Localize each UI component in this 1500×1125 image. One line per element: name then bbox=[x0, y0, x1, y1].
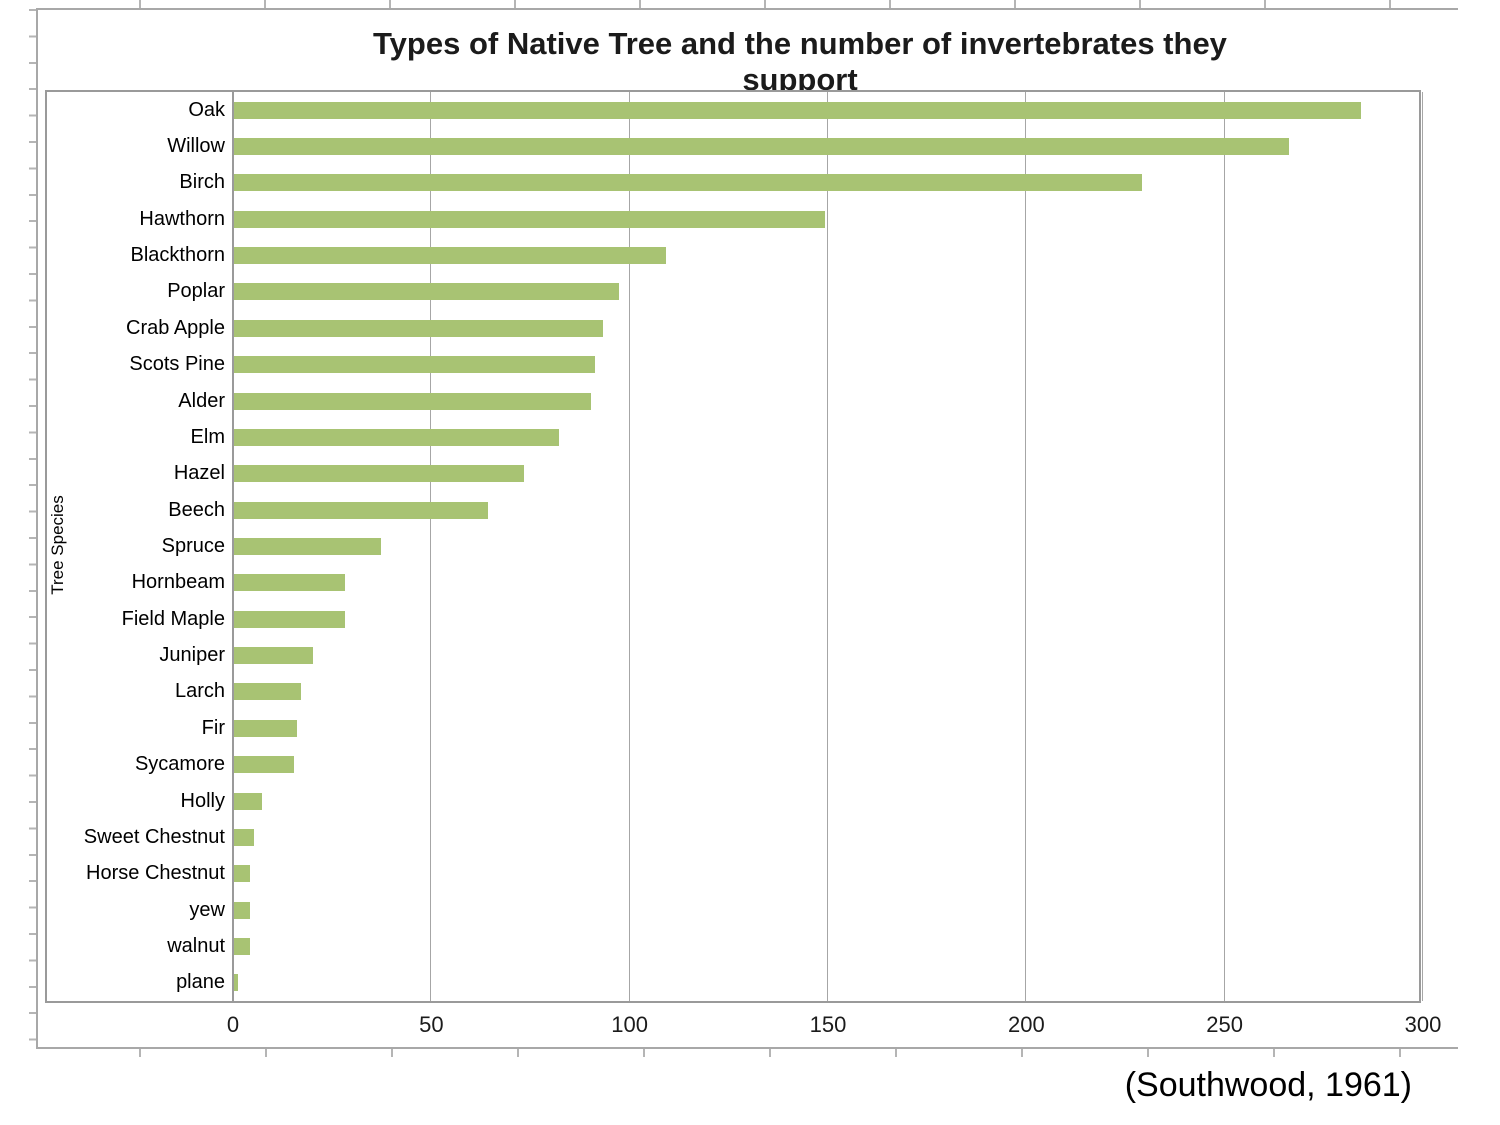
bar bbox=[234, 210, 826, 228]
bar-row-hazel: Hazel bbox=[47, 456, 1419, 492]
category-label: Birch bbox=[179, 171, 225, 194]
x-tick-label-200: 200 bbox=[1007, 1012, 1045, 1037]
category-label: Poplar bbox=[167, 280, 225, 303]
bar bbox=[234, 465, 524, 483]
frame-bottom-border bbox=[36, 1047, 1458, 1049]
bar-row-horse-chestnut: Horse Chestnut bbox=[47, 856, 1419, 892]
bar-row-elm: Elm bbox=[47, 419, 1419, 455]
category-label: Juniper bbox=[159, 644, 225, 667]
bar-row-alder: Alder bbox=[47, 383, 1419, 419]
frame-left-border bbox=[36, 8, 38, 1049]
attribution-text: (Southwood, 1961) bbox=[1124, 1066, 1412, 1104]
category-label: Hazel bbox=[173, 462, 225, 485]
bar bbox=[234, 865, 250, 883]
bar bbox=[234, 574, 346, 592]
category-label: Crab Apple bbox=[126, 316, 225, 339]
category-label: Larch bbox=[174, 680, 225, 703]
bar bbox=[234, 683, 302, 701]
frame-top-border bbox=[36, 8, 1458, 10]
bar bbox=[234, 937, 250, 955]
x-tick-label-300: 300 bbox=[1404, 1012, 1442, 1037]
gridline-x-200 bbox=[1025, 92, 1027, 1001]
category-label: Beech bbox=[168, 498, 225, 521]
frame-top-ticks bbox=[139, 0, 1401, 8]
category-label: Hornbeam bbox=[131, 571, 225, 594]
category-label: plane bbox=[176, 971, 225, 994]
bar-row-scots-pine: Scots Pine bbox=[47, 347, 1419, 383]
bar bbox=[234, 174, 1143, 192]
bar-row-birch: Birch bbox=[47, 165, 1419, 201]
category-label: Fir bbox=[201, 716, 225, 739]
category-label: Blackthorn bbox=[130, 244, 226, 267]
category-label: Oak bbox=[188, 98, 225, 121]
category-label: Hawthorn bbox=[139, 207, 225, 230]
chart-title: Types of Native Tree and the number of i… bbox=[373, 26, 1227, 97]
bar-row-larch: Larch bbox=[47, 674, 1419, 710]
category-label: Field Maple bbox=[121, 607, 225, 630]
bar bbox=[234, 537, 381, 555]
bar-row-beech: Beech bbox=[47, 492, 1419, 528]
bar-row-blackthorn: Blackthorn bbox=[47, 237, 1419, 273]
gridline-x-300 bbox=[1422, 92, 1423, 1001]
plot-area: Oak Willow Birch Hawthorn Blackthorn Poplar Cr… bbox=[45, 90, 1423, 1003]
bar-row-spruce: Spruce bbox=[47, 528, 1419, 564]
bar bbox=[234, 974, 238, 992]
gridline-x-100 bbox=[628, 92, 630, 1001]
category-label: Elm bbox=[190, 425, 225, 448]
bar bbox=[234, 901, 250, 919]
x-tick-label-0: 0 bbox=[226, 1012, 240, 1037]
bar bbox=[234, 319, 603, 337]
x-tick-label-150: 150 bbox=[809, 1012, 847, 1037]
bar-row-juniper: Juniper bbox=[47, 637, 1419, 673]
gridline-x-50 bbox=[430, 92, 432, 1001]
bar-row-hornbeam: Hornbeam bbox=[47, 565, 1419, 601]
category-label: Spruce bbox=[161, 534, 225, 557]
bar bbox=[234, 501, 488, 519]
category-label: Sweet Chestnut bbox=[83, 825, 225, 848]
bar-row-crab-apple: Crab Apple bbox=[47, 310, 1419, 346]
gridline-x-150 bbox=[827, 92, 828, 1001]
category-label: Horse Chestnut bbox=[86, 862, 225, 885]
bar bbox=[234, 356, 595, 374]
bar bbox=[234, 792, 262, 810]
x-tick-label-50: 50 bbox=[419, 1012, 444, 1037]
gridline-x-250 bbox=[1223, 92, 1225, 1001]
bar-row-holly: Holly bbox=[47, 783, 1419, 819]
category-label: Scots Pine bbox=[129, 353, 225, 376]
frame-bottom-ticks bbox=[139, 1049, 1401, 1057]
bar bbox=[234, 428, 560, 446]
bar bbox=[234, 101, 1361, 119]
x-tick-label-250: 250 bbox=[1206, 1012, 1244, 1037]
bar-row-yew: yew bbox=[47, 892, 1419, 928]
bar bbox=[234, 392, 591, 410]
bar bbox=[234, 138, 1290, 156]
category-label: walnut bbox=[167, 934, 225, 957]
x-tick-label-100: 100 bbox=[611, 1012, 649, 1037]
category-label: Holly bbox=[180, 789, 225, 812]
bar-row-sycamore: Sycamore bbox=[47, 746, 1419, 782]
bar-row-sweet-chestnut: Sweet Chestnut bbox=[47, 819, 1419, 855]
bar bbox=[234, 283, 619, 301]
bar bbox=[234, 610, 346, 628]
bar bbox=[234, 756, 294, 774]
bar-row-walnut: walnut bbox=[47, 928, 1419, 964]
bar bbox=[234, 647, 314, 665]
frame-left-ticks bbox=[29, 9, 36, 1047]
bar bbox=[234, 719, 298, 737]
bar bbox=[234, 828, 254, 846]
category-label: Sycamore bbox=[134, 753, 225, 776]
bar-row-hawthorn: Hawthorn bbox=[47, 201, 1419, 237]
category-axis-line bbox=[232, 92, 234, 1001]
bar-row-willow: Willow bbox=[47, 128, 1419, 164]
bar-row-fir: Fir bbox=[47, 710, 1419, 746]
bar-row-plane: plane bbox=[47, 965, 1419, 1001]
category-label: yew bbox=[189, 898, 225, 921]
bar-row-field-maple: Field Maple bbox=[47, 601, 1419, 637]
bar-row-oak: Oak bbox=[47, 92, 1419, 128]
category-label: Willow bbox=[167, 135, 225, 158]
category-label: Alder bbox=[178, 389, 225, 412]
bar-row-poplar: Poplar bbox=[47, 274, 1419, 310]
bar bbox=[234, 247, 667, 265]
